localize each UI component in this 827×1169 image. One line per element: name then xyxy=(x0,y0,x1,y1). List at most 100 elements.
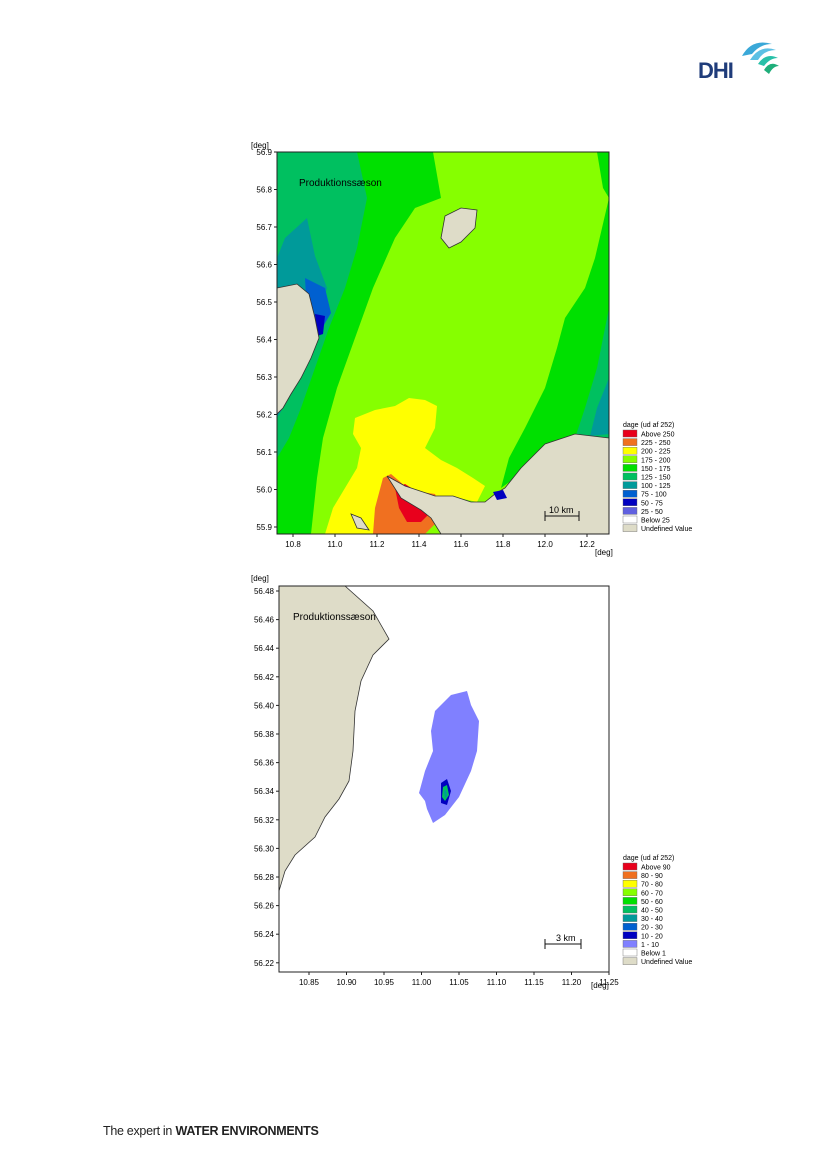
map-1-y-unit: [deg] xyxy=(251,141,269,150)
legend-swatch xyxy=(622,931,638,939)
legend-swatch xyxy=(622,447,638,455)
map-2-svg: [deg] Produktionssæson 3 km 56.48 56.46 56… xyxy=(251,574,692,990)
legend-label: 125 - 150 xyxy=(641,475,671,482)
legend-swatch xyxy=(622,515,638,524)
legend-label: 25 - 50 xyxy=(641,509,663,516)
legend-label: 200 - 225 xyxy=(641,449,671,456)
y-tick-label: 56.48 xyxy=(254,587,275,596)
map-panel-1: [deg] Produktionssæson xyxy=(245,138,705,563)
legend-label: 40 - 50 xyxy=(641,908,663,915)
legend-swatch xyxy=(622,438,638,446)
legend-label: 50 - 75 xyxy=(641,500,663,507)
legend-swatch xyxy=(622,472,638,481)
map-1-scale-bar: 10 km xyxy=(544,505,580,521)
y-tick-label: 56.32 xyxy=(254,816,275,825)
legend-title: dage (ud af 252) xyxy=(623,422,674,429)
legend-label: Undefined Value xyxy=(641,526,692,533)
legend-swatch xyxy=(622,464,638,472)
x-tick-label: 11.0 xyxy=(328,540,344,549)
legend-label: Above 90 xyxy=(641,865,671,872)
y-tick-label: 56.38 xyxy=(254,730,275,739)
legend-swatch xyxy=(622,429,638,438)
legend-label: 30 - 40 xyxy=(641,916,663,923)
map-1-annotation: Produktionssæson xyxy=(299,178,382,189)
y-tick-label: 56.3 xyxy=(256,373,272,382)
map-1-x-unit: [deg] xyxy=(595,548,613,557)
legend-swatch xyxy=(622,871,638,879)
map-1-frame xyxy=(276,151,610,535)
legend-label: 150 - 175 xyxy=(641,466,671,473)
map-2-field xyxy=(279,586,609,972)
legend-swatch xyxy=(622,880,638,888)
legend-swatch xyxy=(622,490,638,498)
legend-label: Above 250 xyxy=(641,432,675,439)
legend-label: Undefined Value xyxy=(641,959,692,966)
x-tick-label: 11.8 xyxy=(496,540,512,549)
y-tick-label: 56.7 xyxy=(256,223,272,232)
legend-label: 100 - 125 xyxy=(641,483,671,490)
legend-label: 80 - 90 xyxy=(641,873,663,880)
x-tick-label: 11.10 xyxy=(487,978,507,987)
legend-swatch xyxy=(622,862,638,871)
x-tick-label: 12.0 xyxy=(537,540,553,549)
legend-label: Below 1 xyxy=(641,951,666,958)
map-2-y-unit: [deg] xyxy=(251,574,269,583)
y-tick-label: 56.0 xyxy=(256,486,272,495)
legend-label: 175 - 200 xyxy=(641,457,671,464)
x-tick-label: 11.25 xyxy=(599,978,619,987)
y-tick-label: 56.36 xyxy=(254,759,275,768)
x-tick-label: 11.20 xyxy=(562,978,582,987)
map-1-y-ticks: 56.9 56.8 56.7 56.6 56.5 56.4 56.3 56.2 56.1 56.0… xyxy=(256,148,277,532)
legend-swatch xyxy=(622,455,638,463)
legend-label: 50 - 60 xyxy=(641,899,663,906)
map-1-svg: [deg] Produktionssæson xyxy=(251,141,692,557)
footer-prefix: The expert in xyxy=(103,1124,173,1138)
legend-label: 1 - 10 xyxy=(641,942,659,949)
y-tick-label: 56.2 xyxy=(256,411,272,420)
y-tick-label: 56.44 xyxy=(254,644,275,653)
x-tick-label: 10.85 xyxy=(299,978,320,987)
map-2-scale-label: 3 km xyxy=(556,933,576,943)
map-2-scale-bar: 3 km xyxy=(544,933,582,949)
legend-swatch xyxy=(622,923,638,931)
legend-swatch xyxy=(622,524,638,532)
legend-label: 20 - 30 xyxy=(641,925,663,932)
x-tick-label: 11.00 xyxy=(412,978,432,987)
legend-label: 225 - 250 xyxy=(641,440,671,447)
x-tick-label: 11.4 xyxy=(412,540,428,549)
footer-tagline: The expert in WATER ENVIRONMENTS xyxy=(103,1124,319,1138)
y-tick-label: 56.24 xyxy=(254,930,275,939)
y-tick-label: 56.5 xyxy=(256,298,272,307)
legend-swatch xyxy=(622,940,638,948)
map-2-x-unit: [deg] xyxy=(591,981,609,990)
y-tick-label: 56.9 xyxy=(256,148,272,157)
map-2-frame xyxy=(278,585,610,973)
legend-swatch xyxy=(622,888,638,896)
y-tick-label: 56.1 xyxy=(256,448,272,457)
y-tick-label: 56.40 xyxy=(254,701,275,710)
y-tick-label: 56.6 xyxy=(256,261,272,270)
x-tick-label: 10.95 xyxy=(374,978,395,987)
legend-swatch xyxy=(622,481,638,489)
legend-label: 60 - 70 xyxy=(641,890,663,897)
y-tick-label: 56.22 xyxy=(254,959,275,968)
x-tick-label: 11.2 xyxy=(370,540,386,549)
legend-swatch xyxy=(622,498,638,506)
x-tick-label: 12.2 xyxy=(579,540,595,549)
y-tick-label: 56.8 xyxy=(256,186,272,195)
map-panel-2: [deg] Produktionssæson 3 km 56.48 56.46 56… xyxy=(245,571,705,996)
logo-text: DHI xyxy=(698,58,734,83)
map-2-x-ticks: 10.85 10.90 10.95 11.00 11.05 11.10 11.15 11.20… xyxy=(299,972,619,987)
map-2-annotation: Produktionssæson xyxy=(293,612,376,623)
legend-swatch xyxy=(622,957,638,965)
y-tick-label: 56.46 xyxy=(254,616,275,625)
legend-label: Below 25 xyxy=(641,518,670,525)
legend-swatch xyxy=(622,948,638,957)
x-tick-label: 11.15 xyxy=(524,978,544,987)
y-tick-label: 56.30 xyxy=(254,844,275,853)
legend-label: 70 - 80 xyxy=(641,882,663,889)
y-tick-label: 55.9 xyxy=(256,523,272,532)
x-tick-label: 11.6 xyxy=(454,540,470,549)
